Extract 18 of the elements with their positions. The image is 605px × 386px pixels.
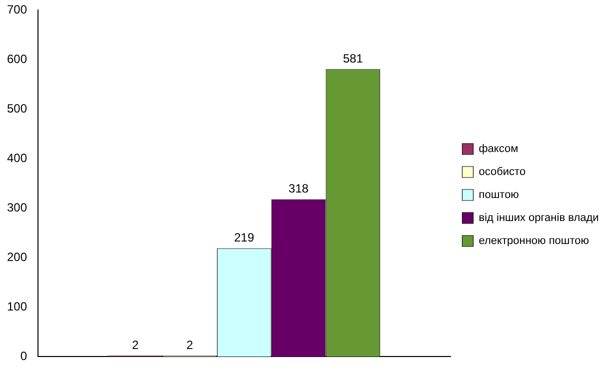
y-tick-label: 400 — [6, 150, 28, 165]
y-tick-label: 200 — [6, 250, 28, 264]
y-tick-label: 500 — [6, 101, 28, 116]
legend-label: факсом — [478, 143, 518, 156]
y-tick-label: 300 — [6, 200, 28, 214]
legend-label: від інших органів влади — [478, 212, 599, 224]
y-tick-label: 100 — [6, 299, 28, 314]
data-label: 219 — [234, 230, 254, 245]
legend-label: поштою — [478, 189, 519, 202]
data-label: 2 — [132, 338, 139, 352]
data-label: 318 — [288, 182, 309, 196]
legend-label: електронною поштою — [478, 235, 590, 248]
y-tick-label: 700 — [6, 2, 28, 17]
legend-label: особисто — [478, 166, 526, 178]
y-tick-label: 600 — [6, 52, 28, 66]
y-tick-label: 0 — [20, 348, 28, 363]
data-label: 581 — [342, 51, 364, 66]
data-label: 2 — [186, 338, 194, 352]
